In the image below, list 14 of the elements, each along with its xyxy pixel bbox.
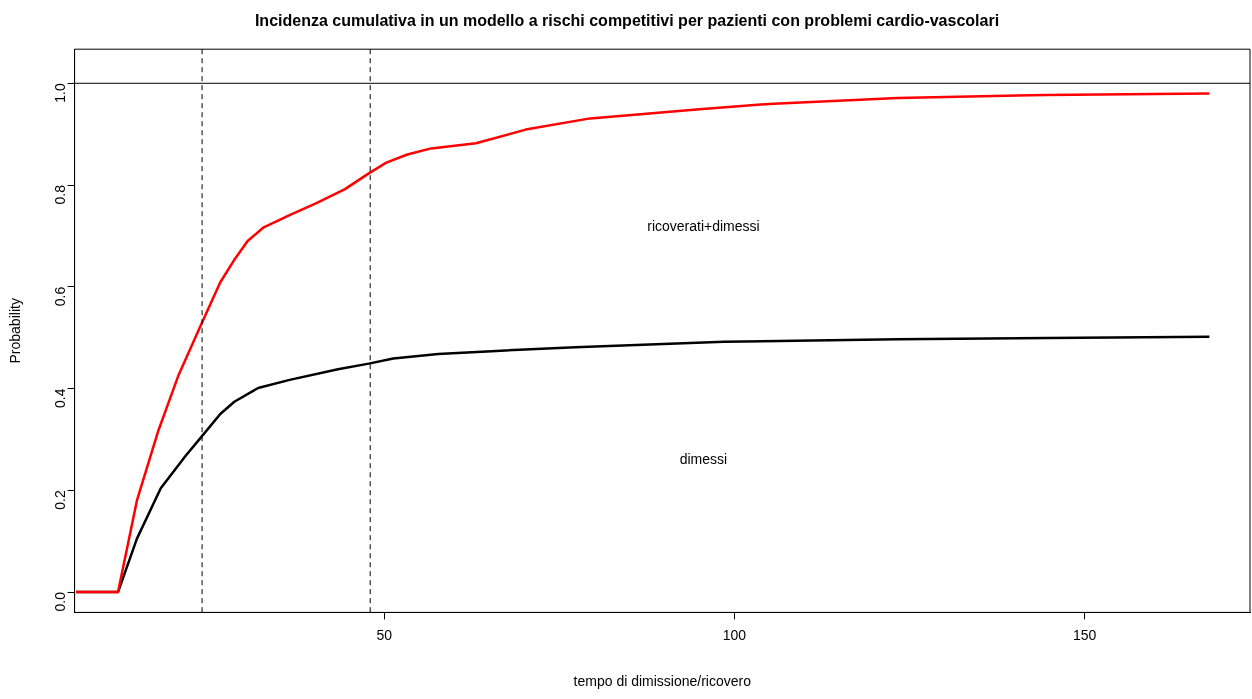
y-axis-title: Probability [7,298,24,364]
annotation: dimessi [679,450,728,467]
y-tick-label: 0.2 [52,490,69,510]
y-tick-label: 0.4 [52,388,69,409]
x-tick-label: 150 [1073,626,1097,643]
x-tick-label: 50 [376,626,393,643]
chart-title: Incidenza cumulativa in un modello a rischi competitivi per pazienti con problemi cardio-vascolari [254,12,1000,30]
y-tick-label: 0.0 [52,591,69,612]
y-tick-label: 1.0 [52,83,69,103]
x-axis-title: tempo di dimissione/ricovero [573,673,752,690]
y-tick-label: 0.8 [52,184,69,205]
annotation: ricoverati+dimessi [647,218,760,235]
x-tick-label: 100 [722,626,747,643]
y-tick-label: 0.6 [52,286,69,307]
